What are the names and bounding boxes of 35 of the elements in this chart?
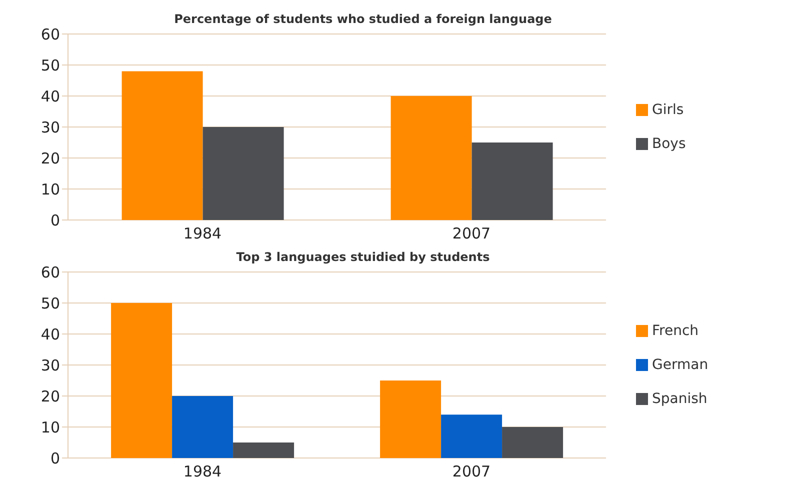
chart-title: Top 3 languages stuidied by students: [235, 250, 491, 264]
y-tick-label: 40: [40, 325, 60, 344]
y-tick-label: 20: [40, 387, 60, 406]
bar: [111, 303, 172, 458]
bar: [441, 414, 502, 458]
x-tick-label: 2007: [452, 224, 491, 243]
y-tick-label: 0: [50, 449, 60, 468]
bar: [202, 127, 284, 220]
bar: [233, 442, 294, 458]
bar: [380, 380, 442, 458]
y-tick-label: 50: [40, 56, 60, 74]
bar: [472, 142, 553, 220]
bar: [172, 396, 234, 458]
y-tick-label: 10: [40, 418, 60, 436]
y-tick-label: 50: [40, 294, 60, 312]
y-tick-label: 10: [40, 180, 60, 198]
y-tick-label: 20: [40, 149, 60, 168]
x-tick-label: 1984: [183, 224, 222, 243]
y-tick-label: 30: [40, 118, 60, 136]
chart-title: Percentage of students who studied a foreign language: [173, 12, 553, 26]
legend-label: German: [652, 357, 708, 373]
x-tick-label: 2007: [452, 462, 491, 481]
bar: [502, 427, 564, 458]
legend-label: Boys: [652, 136, 686, 152]
bar: [122, 71, 203, 220]
y-tick-label: 40: [40, 87, 60, 106]
x-tick-label: 1984: [183, 462, 222, 481]
y-tick-label: 0: [50, 211, 60, 230]
y-tick-label: 60: [40, 263, 60, 282]
legend-label: French: [652, 323, 699, 339]
legend-label: Spanish: [652, 391, 708, 407]
y-tick-label: 60: [40, 25, 60, 44]
legend-label: Girls: [652, 102, 684, 118]
y-tick-label: 30: [40, 356, 60, 374]
bar: [390, 96, 472, 220]
